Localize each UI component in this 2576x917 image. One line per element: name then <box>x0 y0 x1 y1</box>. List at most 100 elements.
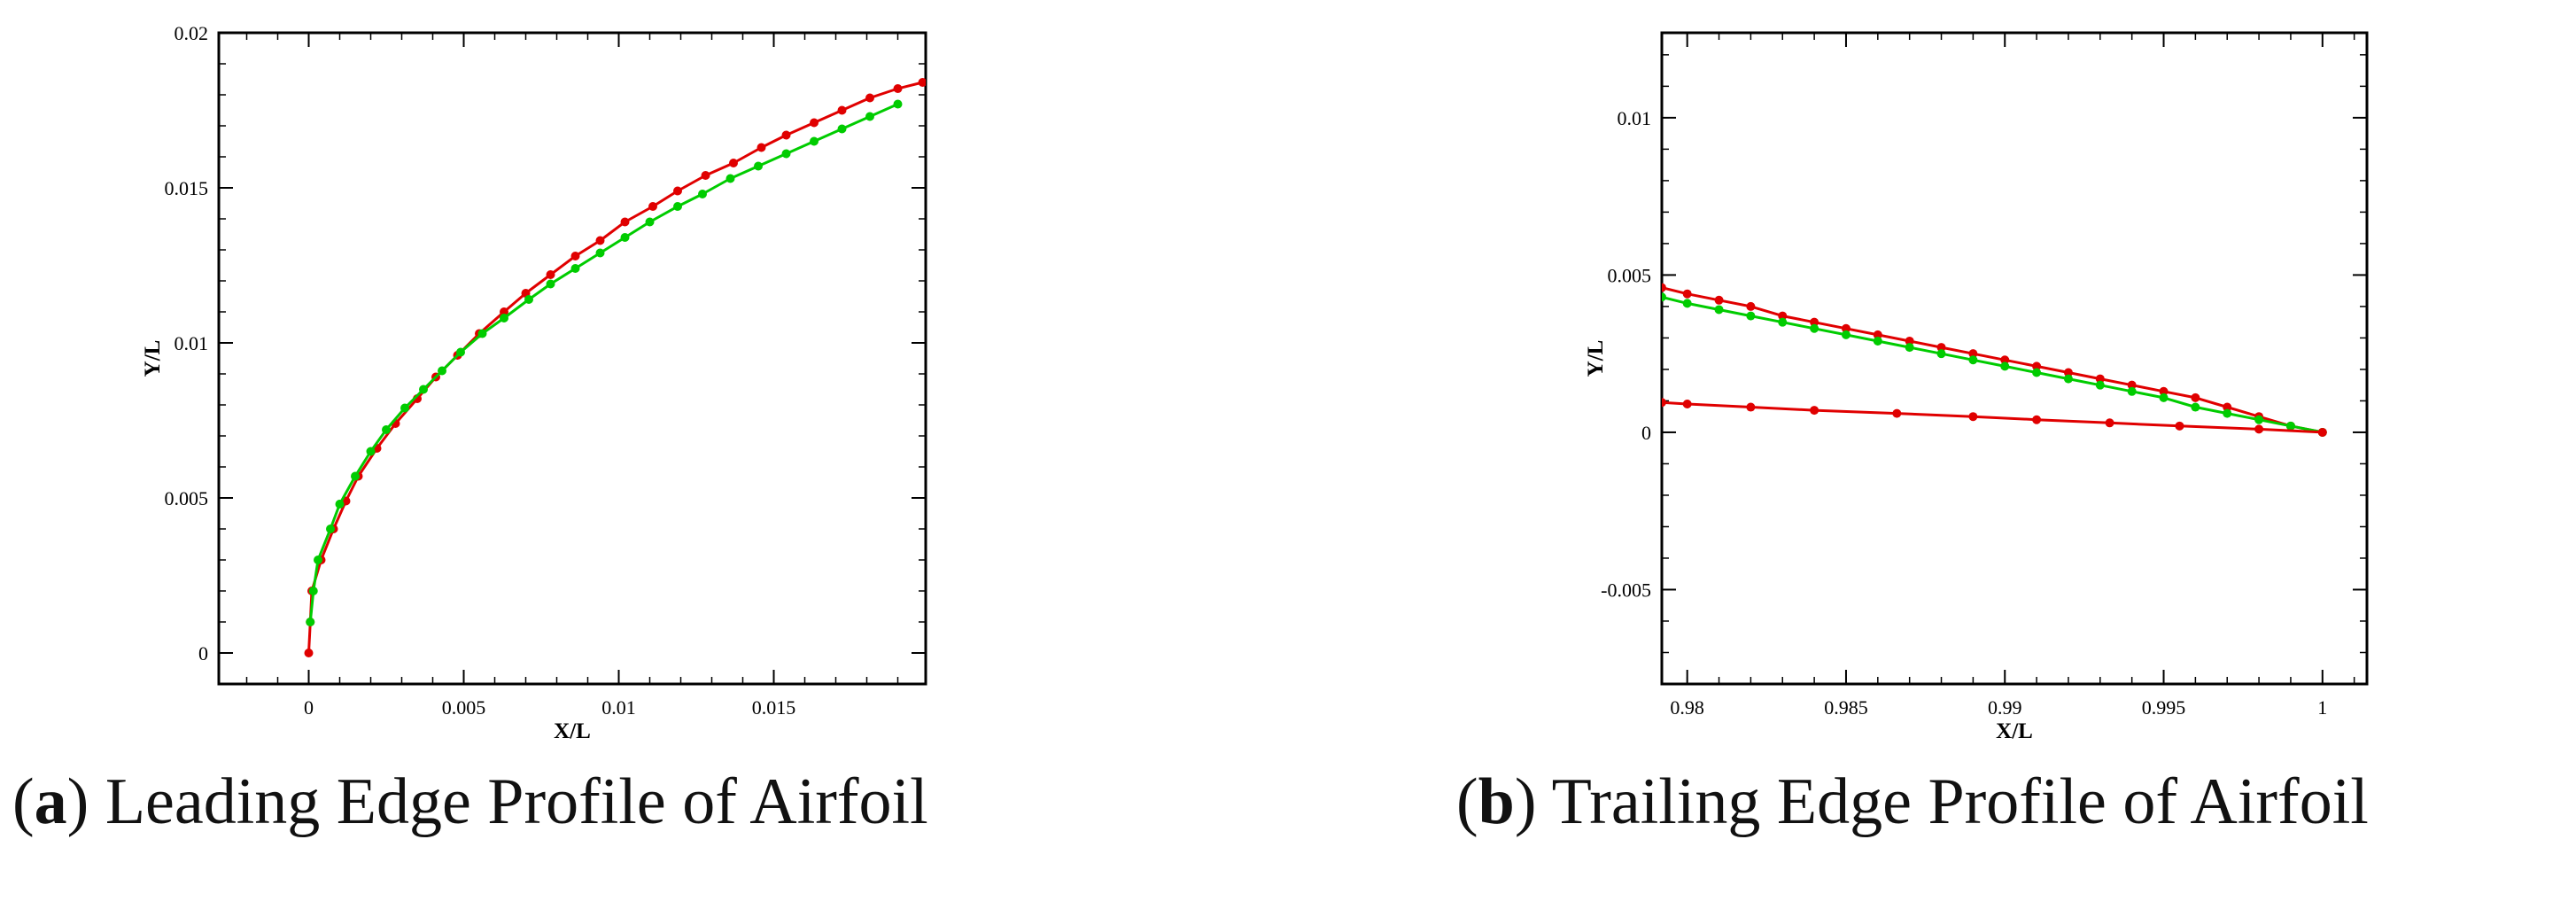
data-point <box>2254 424 2264 434</box>
caption-leading-edge: (a) Leading Edge Profile of Airfoil <box>12 765 928 838</box>
data-point <box>1892 408 1902 418</box>
data-point <box>595 236 605 245</box>
data-point <box>304 649 314 657</box>
data-point <box>893 99 903 109</box>
data-point <box>648 202 657 211</box>
x-tick-label: 0.99 <box>1988 696 2022 719</box>
caption-label: b <box>1478 765 1515 838</box>
data-point <box>810 136 819 146</box>
x-tick-label: 0.01 <box>601 696 636 719</box>
data-point <box>419 385 428 394</box>
data-point <box>2285 421 2295 431</box>
data-point <box>326 525 335 533</box>
data-point <box>570 252 580 260</box>
data-point <box>308 587 318 595</box>
plot-frame <box>217 31 927 686</box>
data-point <box>524 295 533 304</box>
data-point <box>2032 361 2042 371</box>
y-tick-label: 0 <box>198 642 208 664</box>
data-point <box>2095 374 2105 384</box>
data-point <box>620 233 630 242</box>
y-tick-label: 0.02 <box>175 22 209 44</box>
data-point <box>1968 412 1978 422</box>
data-point <box>2159 392 2169 402</box>
data-point <box>620 217 630 227</box>
data-point <box>1968 355 1978 365</box>
data-point <box>1746 311 1756 321</box>
x-tick-label: 0 <box>304 696 314 719</box>
data-point <box>701 171 710 180</box>
data-point <box>2191 402 2200 412</box>
data-point <box>2127 386 2137 396</box>
data-point <box>673 186 682 196</box>
x-tick-label: 0.98 <box>1670 696 1704 719</box>
data-point <box>382 425 391 434</box>
data-point <box>1905 343 1914 353</box>
data-point <box>837 105 847 115</box>
plot-frame <box>1660 31 2369 686</box>
data-point <box>2000 361 2010 371</box>
data-point <box>1810 323 1819 333</box>
data-point <box>546 270 555 279</box>
data-point <box>2032 368 2042 377</box>
data-point <box>456 347 465 357</box>
data-point <box>1841 330 1851 339</box>
x-tick-label: 0.995 <box>2142 696 2186 719</box>
data-point <box>2105 418 2114 428</box>
data-point <box>306 618 315 626</box>
data-point <box>2317 427 2327 437</box>
data-point <box>400 403 409 413</box>
data-point <box>477 329 487 338</box>
x-axis-title: X/L <box>1996 719 2033 743</box>
data-point <box>729 159 738 167</box>
data-point <box>1682 289 1692 299</box>
data-point <box>1810 406 1819 416</box>
y-tick-label: 0.005 <box>1608 264 1652 286</box>
data-point <box>2159 386 2169 396</box>
data-point <box>1936 343 1946 353</box>
y-axis-title: Y/L <box>1584 340 1608 377</box>
data-point <box>1714 305 1724 315</box>
data-point <box>2254 415 2264 424</box>
plot-area <box>1662 283 2327 437</box>
data-point <box>351 471 360 481</box>
y-tick-label: -0.005 <box>1601 579 1651 601</box>
data-point <box>335 500 345 509</box>
data-point <box>438 366 446 376</box>
data-point <box>595 248 605 258</box>
series-line-0 <box>1662 286 2324 434</box>
data-point <box>837 124 847 134</box>
data-point <box>1810 317 1819 327</box>
data-point <box>546 279 555 289</box>
data-point <box>366 447 376 456</box>
data-point <box>1778 317 1788 327</box>
y-axis-title: Y/L <box>141 340 165 377</box>
data-point <box>1873 336 1882 346</box>
data-point <box>2223 402 2232 412</box>
data-point <box>1682 299 1692 308</box>
data-point <box>781 149 791 159</box>
data-point <box>500 307 508 316</box>
data-point <box>2223 408 2232 418</box>
x-tick-label: 0.005 <box>442 696 486 719</box>
y-tick-label: 0.015 <box>165 177 209 199</box>
x-axis-title: X/L <box>554 719 591 743</box>
y-tick-label: 0.01 <box>175 332 209 354</box>
data-point <box>2175 421 2184 431</box>
data-point <box>2063 368 2073 377</box>
series-line-1 <box>308 103 899 623</box>
data-point <box>865 112 874 121</box>
data-point <box>810 118 819 128</box>
data-point <box>1682 399 1692 408</box>
data-point <box>1662 398 1666 408</box>
data-point <box>754 161 763 171</box>
data-point <box>673 202 682 211</box>
data-point <box>893 84 903 93</box>
y-tick-label: 0 <box>1641 422 1651 444</box>
x-tick-label: 0.015 <box>752 696 796 719</box>
y-tick-label: 0.01 <box>1618 107 1652 129</box>
data-point <box>918 78 926 87</box>
y-tick-label: 0.005 <box>165 487 209 509</box>
data-point <box>865 93 874 103</box>
